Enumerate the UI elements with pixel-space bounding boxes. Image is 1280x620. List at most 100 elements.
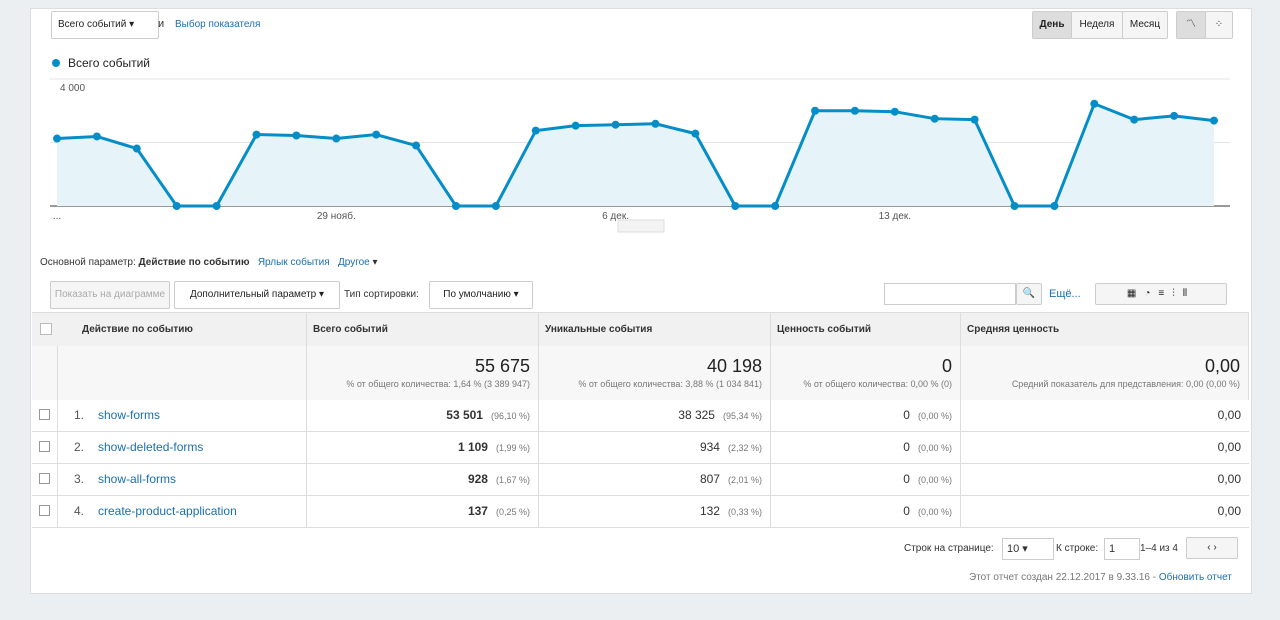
checkbox[interactable] (39, 505, 50, 516)
choose-metric[interactable]: Выбор показателя (175, 19, 261, 30)
metric-cell: 0,00 (1217, 440, 1241, 454)
dimension-link[interactable]: show-deleted-forms (98, 440, 204, 454)
metric-value: 934 (699, 440, 720, 454)
metric-percent: (0,25 %) (495, 507, 530, 517)
created-text: Этот отчет создан 22.12.2017 в 9.33.16 - (969, 572, 1157, 583)
metric-cell: 132 (0,33 %) (539, 496, 771, 527)
metric-percent: (0,00 %) (917, 411, 952, 421)
rows-value: 10 (1007, 543, 1020, 555)
metric-cell: 0 (0,00 %) (771, 496, 961, 527)
metric-cell: 137 (0,25 %) (307, 496, 539, 527)
total-subtext: % от общего количества: 1,64 % (3 389 94… (346, 379, 530, 389)
metric-cell: 934 (2,32 %) (539, 432, 771, 463)
total-subtext: % от общего количества: 0,00 % (0) (803, 379, 952, 389)
column-header: Ценность событий (771, 313, 961, 347)
legend-label: Всего событий (68, 56, 150, 70)
total-value: 40 198 (706, 356, 762, 376)
rows-label: Строк на странице: (904, 543, 994, 554)
refresh-link[interactable]: Обновить отчет (1158, 572, 1232, 583)
row-index: 1. (74, 408, 85, 422)
metric-cell: 38 325 (95,34 %) (539, 400, 771, 431)
point (771, 202, 780, 210)
goto-label: К строке: (1056, 543, 1099, 554)
point (850, 106, 859, 115)
rows-select[interactable]: 10 ▾ (1002, 538, 1054, 560)
collapse-tab (617, 219, 665, 233)
dimension-cell: 3. show-all-forms (58, 464, 307, 495)
metric-value: 928 (467, 472, 488, 486)
point (332, 134, 341, 143)
total-value: 55 675 (474, 356, 530, 376)
metric-cell: 53 501 (96,10 %) (307, 400, 539, 431)
total-subtext: Средний показатель для представления: 0,… (1011, 379, 1240, 389)
metric-value: 38 325 (678, 408, 715, 422)
period-day[interactable]: День (1032, 11, 1072, 39)
checkbox[interactable] (40, 323, 52, 335)
point (1130, 115, 1139, 124)
metric-select[interactable]: Всего событий ▾ (51, 11, 159, 39)
dimension-cell: 4. create-product-application (58, 496, 307, 527)
checkbox[interactable] (39, 441, 50, 452)
total-value: 0,00 (1204, 356, 1240, 376)
metric-cell: 928 (1,67 %) (307, 464, 539, 495)
metric-value: 1 109 (457, 440, 488, 454)
dimension-option[interactable]: Ярлык события (257, 257, 330, 268)
row-index: 3. (74, 472, 85, 486)
point (731, 202, 740, 210)
search-input[interactable] (884, 283, 1016, 305)
dimension-link[interactable]: create-product-application (98, 504, 237, 518)
x-tick-label: 29 нояб. (317, 210, 356, 222)
point (651, 119, 660, 128)
checkbox[interactable] (39, 473, 50, 484)
point (212, 202, 221, 210)
point (252, 130, 261, 139)
more-link[interactable]: Ещё... (1049, 288, 1081, 300)
sort-label: Тип сортировки: (344, 289, 419, 300)
checkbox[interactable] (39, 409, 50, 420)
point (491, 202, 500, 210)
dimension-label: Основной параметр: (40, 257, 136, 268)
metric-cell: 0 (0,00 %) (771, 464, 961, 495)
spacer (32, 400, 58, 431)
total-cell: 0,00 Средний показатель для представления… (961, 346, 1249, 400)
view-toggles[interactable]: ▦◔≡⫶⦀ (1095, 283, 1227, 305)
x-tick-label: 13 дек. (879, 211, 911, 222)
x-tick-label: 6 дек. (602, 211, 629, 222)
motion-chart-toggle[interactable]: ⁘ (1205, 11, 1233, 39)
search-button[interactable]: 🔍 (1016, 283, 1042, 305)
table-row: Действие по событию Всего событий Уникальн… (32, 312, 1249, 348)
total-subtext: % от общего количества: 3,88 % (1 034 84… (578, 379, 762, 389)
secondary-dimension[interactable]: Дополнительный параметр ▾ (174, 281, 340, 309)
spacer (32, 346, 58, 400)
metric-percent: (0,33 %) (727, 507, 762, 517)
table-row: 4. create-product-application 137 (0,25 %) 1… (32, 496, 1249, 528)
point (292, 131, 301, 140)
metric-value: 0 (903, 440, 910, 454)
point (1010, 202, 1019, 210)
period-month[interactable]: Месяц (1122, 11, 1168, 39)
dimension-active[interactable]: Действие по событию (138, 257, 250, 268)
period-week[interactable]: Неделя (1071, 11, 1123, 39)
sort-select[interactable]: По умолчанию ▾ (429, 281, 533, 309)
metric-value: 0 (903, 472, 910, 486)
pager[interactable]: ‹ › (1186, 537, 1238, 559)
point (92, 132, 101, 141)
point (372, 130, 381, 139)
point (172, 202, 181, 210)
goto-input[interactable]: 1 (1104, 538, 1140, 560)
metric-percent: (1,67 %) (495, 475, 530, 485)
dimension-link[interactable]: show-all-forms (98, 472, 177, 486)
spacer (32, 464, 58, 495)
metric-cell: 0,00 (1217, 408, 1241, 422)
dimension-link[interactable]: show-forms (98, 408, 161, 422)
line-chart-toggle[interactable]: 〽 (1176, 11, 1206, 39)
plot-button[interactable]: Показать на диаграмме (50, 281, 170, 309)
point (691, 129, 700, 138)
metric-select-text: Всего событий (58, 19, 127, 30)
dimension-option[interactable]: Другое (337, 257, 370, 268)
x-tick-label: ... (53, 211, 61, 222)
point (53, 134, 61, 143)
point (531, 126, 540, 135)
metric-percent: (0,00 %) (917, 475, 952, 485)
